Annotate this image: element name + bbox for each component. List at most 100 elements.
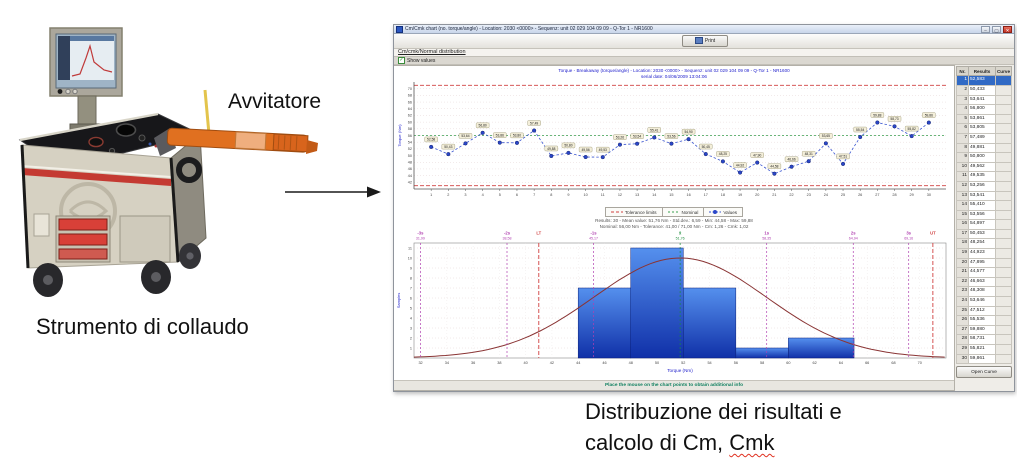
minimize-button[interactable]: – xyxy=(981,25,990,33)
table-row[interactable]: 7 57,489 xyxy=(956,132,1012,144)
maximize-button[interactable]: ▢ xyxy=(992,25,1001,33)
svg-text:56: 56 xyxy=(734,361,738,365)
table-row[interactable]: 23 48,308 xyxy=(956,286,1012,298)
svg-text:62: 62 xyxy=(813,361,817,365)
svg-text:50,43: 50,43 xyxy=(444,145,452,149)
svg-text:50,45: 50,45 xyxy=(702,145,710,149)
svg-text:64,94: 64,94 xyxy=(849,237,858,241)
svg-text:12: 12 xyxy=(618,193,622,197)
svg-text:26: 26 xyxy=(858,193,862,197)
table-row[interactable]: 25 47,512 xyxy=(956,305,1012,317)
svg-text:69,16: 69,16 xyxy=(904,237,913,241)
status-bar: Place the mouse on the chart points to o… xyxy=(394,380,954,390)
table-row[interactable]: 5 53,861 xyxy=(956,113,1012,125)
svg-text:15: 15 xyxy=(669,193,673,197)
results-table[interactable]: Nr. Results Curve 1 52,583 2 50,433 3 53,641 4… xyxy=(956,66,1012,365)
table-row[interactable]: 30 59,861 xyxy=(956,353,1012,365)
svg-text:38,58: 38,58 xyxy=(503,237,512,241)
svg-text:66: 66 xyxy=(865,361,869,365)
table-row[interactable]: 6 53,805 xyxy=(956,123,1012,134)
window-content: Torque - Breakaway (torque/angle) - Loca… xyxy=(394,65,1014,391)
svg-text:50: 50 xyxy=(655,361,659,365)
histogram-chart[interactable]: 1 2 3 4 5 6 7 8 9 10 11 32 34 36 38 40 42 44 46 48 50 52 54 56 5… xyxy=(394,230,954,380)
svg-text:53,56: 53,56 xyxy=(667,135,675,139)
table-row[interactable]: 20 47,895 xyxy=(956,257,1012,269)
svg-text:28: 28 xyxy=(892,193,896,197)
close-button[interactable]: ✕ xyxy=(1003,25,1012,33)
svg-text:18: 18 xyxy=(721,193,725,197)
table-row[interactable]: 17 50,453 xyxy=(956,228,1012,240)
show-values-checkbox[interactable]: ✓ xyxy=(398,57,405,65)
table-row[interactable]: 22 46,663 xyxy=(956,276,1012,288)
svg-text:x̄: x̄ xyxy=(679,231,682,236)
col-header-curve: Curve xyxy=(995,66,1012,77)
legend-tolerance: Tolerance limits xyxy=(606,208,663,217)
table-row[interactable]: 8 49,881 xyxy=(956,142,1012,154)
run-chart-title: Torque - Breakaway (torque/angle) - Loca… xyxy=(558,68,790,79)
print-button[interactable]: Print xyxy=(682,34,728,47)
svg-text:54: 54 xyxy=(408,141,412,145)
table-row[interactable]: 14 55,410 xyxy=(956,200,1012,211)
screwdriver-tool xyxy=(154,89,318,156)
table-row[interactable]: 15 53,556 xyxy=(956,209,1012,221)
svg-text:51,76: 51,76 xyxy=(676,237,685,241)
open-curve-button[interactable]: Open Curve xyxy=(956,366,1012,379)
table-row[interactable]: 2 50,433 xyxy=(956,84,1012,96)
svg-text:52: 52 xyxy=(408,147,412,151)
svg-text:UT: UT xyxy=(930,231,936,236)
tolerance-line-sample xyxy=(610,211,623,213)
hand-knob xyxy=(176,157,202,183)
svg-text:56: 56 xyxy=(408,134,412,138)
table-row[interactable]: 4 56,800 xyxy=(956,104,1012,115)
table-row[interactable]: 18 48,254 xyxy=(956,238,1012,250)
svg-text:10: 10 xyxy=(408,256,412,260)
svg-text:2s: 2s xyxy=(851,231,856,236)
svg-text:11: 11 xyxy=(601,193,605,197)
svg-text:66: 66 xyxy=(408,101,412,105)
flow-arrow-icon xyxy=(285,186,381,198)
cart xyxy=(18,112,207,297)
svg-text:53,64: 53,64 xyxy=(461,134,469,138)
svg-text:32: 32 xyxy=(418,361,422,365)
table-row[interactable]: 11 49,535 xyxy=(956,171,1012,182)
table-row[interactable]: 27 59,880 xyxy=(956,324,1012,336)
svg-text:24: 24 xyxy=(824,193,828,197)
svg-text:53,80: 53,80 xyxy=(513,134,521,138)
tool-callout-label: Avvitatore xyxy=(228,90,321,113)
svg-text:20: 20 xyxy=(755,193,759,197)
table-row[interactable]: 10 49,562 xyxy=(956,161,1012,173)
svg-text:46,66: 46,66 xyxy=(787,158,795,162)
svg-text:25: 25 xyxy=(841,193,845,197)
table-row[interactable]: 19 44,923 xyxy=(956,248,1012,259)
table-row[interactable]: 21 44,577 xyxy=(956,267,1012,278)
tab-bar: Cm/cmk/Normal distribution xyxy=(394,48,1014,56)
svg-text:6: 6 xyxy=(410,296,412,300)
svg-text:54: 54 xyxy=(707,361,711,365)
table-row[interactable]: 29 55,821 xyxy=(956,344,1012,355)
svg-text:59,88: 59,88 xyxy=(873,114,881,118)
run-chart[interactable]: 42 44 46 48 50 52 54 56 58 60 62 64 66 68 70 52,58 50,43… xyxy=(394,79,954,207)
table-row[interactable]: 28 58,731 xyxy=(956,334,1012,345)
svg-text:9: 9 xyxy=(567,193,569,197)
svg-text:31,99: 31,99 xyxy=(416,237,425,241)
svg-text:1: 1 xyxy=(430,193,432,197)
table-row[interactable]: 26 55,536 xyxy=(956,315,1012,326)
table-row[interactable]: 16 54,897 xyxy=(956,219,1012,230)
tab-cm-cmk-normal-distribution[interactable]: Cm/cmk/Normal distribution xyxy=(398,49,466,56)
table-row[interactable]: 3 53,641 xyxy=(956,94,1012,106)
svg-text:16: 16 xyxy=(686,193,690,197)
svg-text:22: 22 xyxy=(789,193,793,197)
window-titlebar[interactable]: Cm/Cmk chart (no. torque/angle) - Locati… xyxy=(394,25,1014,35)
table-row[interactable]: 9 50,800 xyxy=(956,152,1012,163)
svg-text:44: 44 xyxy=(408,174,412,178)
table-row[interactable]: 12 53,256 xyxy=(956,180,1012,192)
svg-text:64: 64 xyxy=(839,361,843,365)
svg-text:64: 64 xyxy=(408,107,412,111)
svg-text:46: 46 xyxy=(602,361,606,365)
table-row[interactable]: 1 52,583 xyxy=(956,75,1012,86)
svg-text:68: 68 xyxy=(408,94,412,98)
table-row[interactable]: 24 53,646 xyxy=(956,296,1012,307)
svg-text:4: 4 xyxy=(482,193,484,197)
table-row[interactable]: 13 53,541 xyxy=(956,190,1012,202)
